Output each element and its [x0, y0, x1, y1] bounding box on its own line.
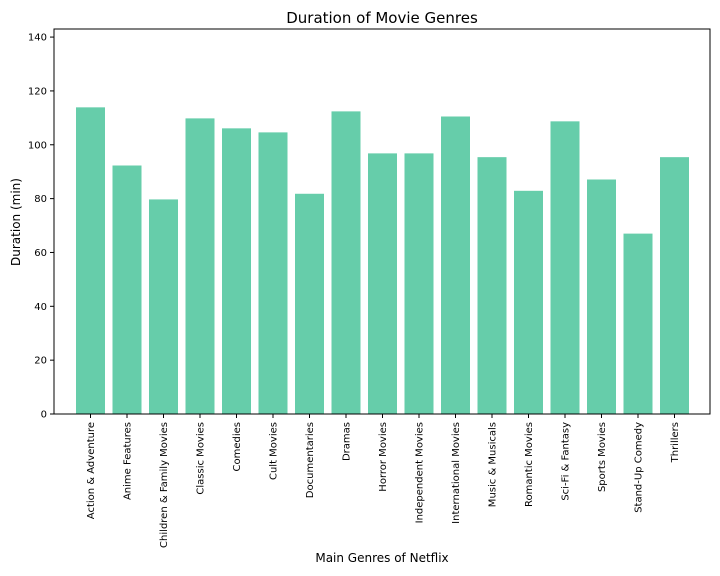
plot-frame	[53, 28, 711, 415]
bar	[258, 132, 288, 414]
x-tick-label: Cult Movies	[269, 422, 280, 480]
y-tick-label: 100	[28, 140, 47, 151]
bar	[331, 111, 361, 414]
x-tick-label: Dramas	[342, 422, 353, 461]
chart-title: Duration of Movie Genres	[286, 9, 478, 27]
x-tick-label: Classic Movies	[196, 422, 207, 495]
x-axis-ticks: Action & Adventure Anime Features Children…	[86, 414, 681, 548]
y-axis-ticks: 0 20 40 60 80 100 120 140	[28, 33, 54, 421]
bar	[404, 153, 434, 414]
bar	[149, 199, 178, 414]
x-tick-label: Horror Movies	[378, 422, 389, 492]
bar	[550, 121, 580, 414]
x-tick-label: Anime Features	[123, 422, 134, 500]
y-tick-label: 40	[34, 302, 47, 313]
x-axis-label: Main Genres of Netflix	[315, 551, 448, 565]
bar	[587, 179, 616, 414]
bar	[477, 157, 507, 414]
bar	[76, 107, 105, 414]
x-tick-label: Children & Family Movies	[159, 422, 170, 548]
x-tick-label: Stand-Up Comedy	[634, 422, 645, 513]
bar	[660, 157, 689, 414]
bar	[295, 193, 324, 414]
y-axis-label: Duration (min)	[9, 178, 23, 266]
bar	[112, 165, 142, 414]
x-tick-label: International Movies	[451, 422, 462, 524]
bar	[514, 190, 543, 414]
x-tick-label: Independent Movies	[415, 422, 426, 523]
y-tick-label: 60	[34, 248, 47, 259]
y-tick-label: 20	[34, 356, 47, 367]
y-tick-label: 80	[34, 194, 47, 205]
bars-group	[76, 107, 689, 414]
x-tick-label: Thrillers	[670, 422, 681, 463]
y-tick-label: 120	[28, 86, 47, 97]
x-tick-label: Romantic Movies	[524, 422, 535, 507]
x-tick-label: Documentaries	[305, 422, 316, 498]
x-tick-label: Music & Musicals	[488, 422, 499, 507]
x-tick-label: Comedies	[232, 422, 243, 471]
bar	[441, 116, 470, 414]
bar	[368, 153, 397, 414]
bar	[623, 233, 653, 414]
x-tick-label: Action & Adventure	[86, 422, 97, 519]
y-tick-label: 0	[41, 410, 47, 421]
bar	[222, 128, 251, 414]
y-tick-label: 140	[28, 33, 47, 44]
x-tick-label: Sports Movies	[597, 422, 608, 492]
x-tick-label: Sci-Fi & Fantasy	[561, 422, 572, 501]
bar	[185, 118, 215, 414]
